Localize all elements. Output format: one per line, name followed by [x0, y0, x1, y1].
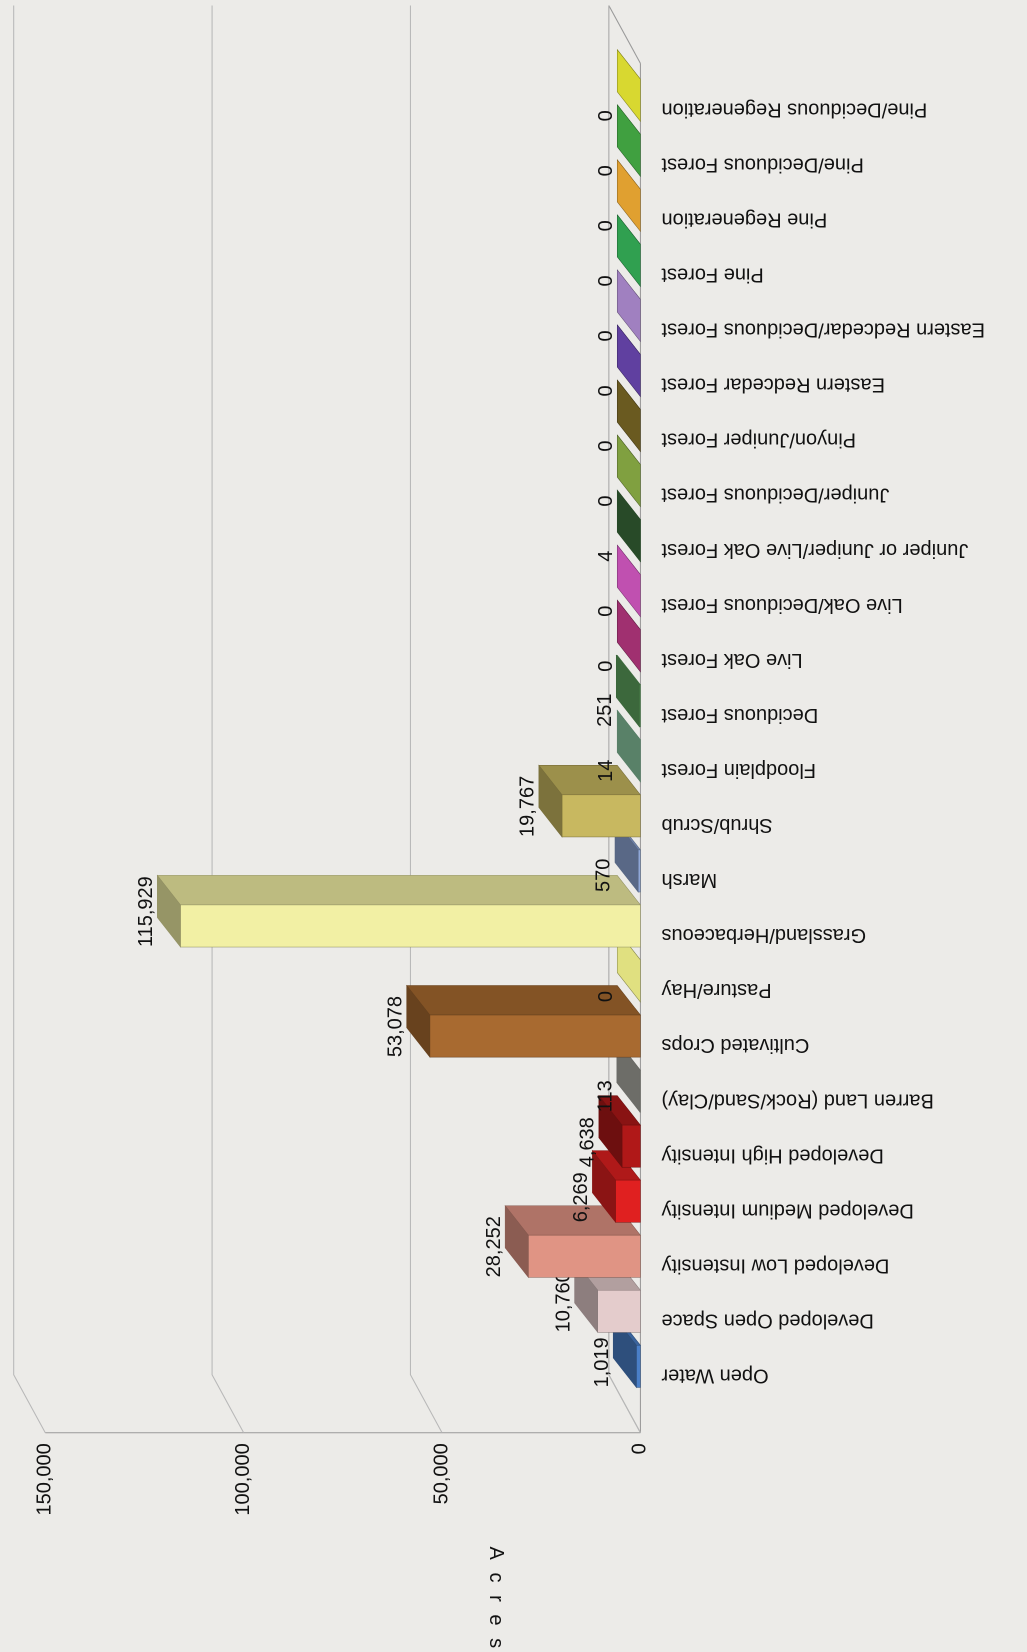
bar: [528, 1234, 641, 1278]
x-tick-label: Pine Regeneration: [661, 208, 827, 230]
x-tick-label: Juniper or Juniper/Live Oak Forest: [661, 539, 968, 561]
bar-end: [616, 379, 641, 453]
value-label: 6,269: [570, 1172, 592, 1222]
bar-end: [616, 269, 641, 343]
value-label: 4: [595, 551, 617, 562]
x-tick-label: Cultivated Crops: [661, 1034, 809, 1056]
x-tick-label: Pine/Deciduous Regeneration: [661, 98, 927, 120]
bar-end: [616, 324, 641, 398]
bar-end: [406, 984, 431, 1058]
bar: [615, 1179, 641, 1223]
value-label: 113: [595, 1080, 617, 1112]
bar-end: [598, 1094, 623, 1168]
bar: [561, 794, 641, 838]
x-tick-label: Shrub/Scrub: [661, 814, 772, 836]
value-label: 0: [595, 496, 617, 507]
x-tick-label: Pasture/Hay: [661, 979, 771, 1001]
value-label: 0: [595, 991, 617, 1002]
x-tick-label: Live Oak/Deciduous Forest: [661, 594, 903, 616]
bar-end: [616, 544, 641, 618]
grid-line: [409, 5, 443, 1433]
value-label: 14: [595, 760, 617, 782]
bar: [429, 1014, 641, 1058]
grid-line: [211, 5, 245, 1433]
value-label: 10,760: [552, 1271, 574, 1332]
bar-end: [616, 159, 641, 233]
bar-end: [538, 764, 563, 838]
value-label: 28,252: [483, 1216, 505, 1277]
value-label: 570: [593, 859, 615, 892]
grid-line: [608, 5, 641, 1433]
x-tick-label: Pine/Deciduous Forest: [661, 153, 864, 175]
value-label: 0: [595, 661, 617, 672]
y-tick-label: 100,000: [232, 1443, 254, 1515]
x-tick-label: Pinyon/Juniper Forest: [661, 429, 856, 451]
bar: [636, 1345, 641, 1388]
x-tick-label: Developed Open Space: [661, 1309, 873, 1331]
x-tick-label: Live Oak Forest: [661, 649, 803, 671]
value-label: 0: [595, 165, 617, 176]
bar-end: [616, 709, 641, 783]
value-label: 4,638: [577, 1117, 599, 1167]
value-label: 115,929: [135, 876, 157, 947]
bar-top: [156, 875, 641, 906]
value-label: 19,767: [517, 776, 539, 837]
bar: [180, 904, 641, 948]
grid-line: [13, 5, 46, 1433]
bar: [621, 1124, 641, 1168]
y-tick-label: 50,000: [430, 1443, 452, 1504]
x-tick-label: Eastern Redcedar Forest: [661, 374, 885, 396]
value-label: 0: [595, 385, 617, 396]
x-tick-label: Eastern Redcedar/Deciduous Forest: [661, 319, 985, 341]
value-label: 0: [595, 606, 617, 617]
bar-end: [504, 1204, 529, 1279]
y-tick-label: 150,000: [34, 1443, 56, 1515]
value-label: 0: [595, 330, 617, 341]
x-tick-label: Open Water: [661, 1365, 768, 1387]
bar: [637, 849, 641, 893]
bar-end: [157, 874, 181, 948]
x-tick-label: Grassland/Herbaceous: [661, 924, 866, 946]
bar-end: [615, 654, 640, 728]
x-tick-label: Marsh: [661, 869, 717, 891]
x-tick-label: Developed High Intensity: [661, 1144, 883, 1166]
bar: [597, 1289, 641, 1333]
value-label: 1,019: [591, 1337, 613, 1387]
x-tick-label: Floodplain Forest: [661, 759, 816, 781]
bar-end: [592, 1149, 616, 1224]
x-tick-label: Barren Land (Rock/Sand/Clay): [661, 1089, 933, 1111]
y-tick-label: 0: [629, 1443, 651, 1454]
value-label: 0: [595, 110, 617, 121]
bar-end: [616, 599, 641, 673]
bar-end: [616, 489, 641, 563]
y-axis-label: Acres: [485, 1546, 507, 1652]
x-tick-label: Deciduous Forest: [661, 704, 818, 726]
x-tick-label: Developed Medium Intensity: [661, 1199, 913, 1221]
bar-end: [616, 48, 641, 123]
bar-end: [616, 434, 641, 508]
value-label: 0: [595, 220, 617, 231]
value-label: 251: [594, 693, 616, 726]
axis-wall: [608, 5, 641, 64]
x-tick-label: Developed Low Instensity: [661, 1254, 889, 1276]
bar-end: [616, 214, 641, 288]
bar-end: [616, 103, 641, 178]
value-label: 0: [595, 440, 617, 451]
x-tick-label: Pine Forest: [661, 264, 764, 286]
x-tick-label: Juniper/Deciduous Forest: [661, 484, 889, 506]
value-label: 53,078: [384, 996, 406, 1057]
value-label: 0: [595, 275, 617, 286]
